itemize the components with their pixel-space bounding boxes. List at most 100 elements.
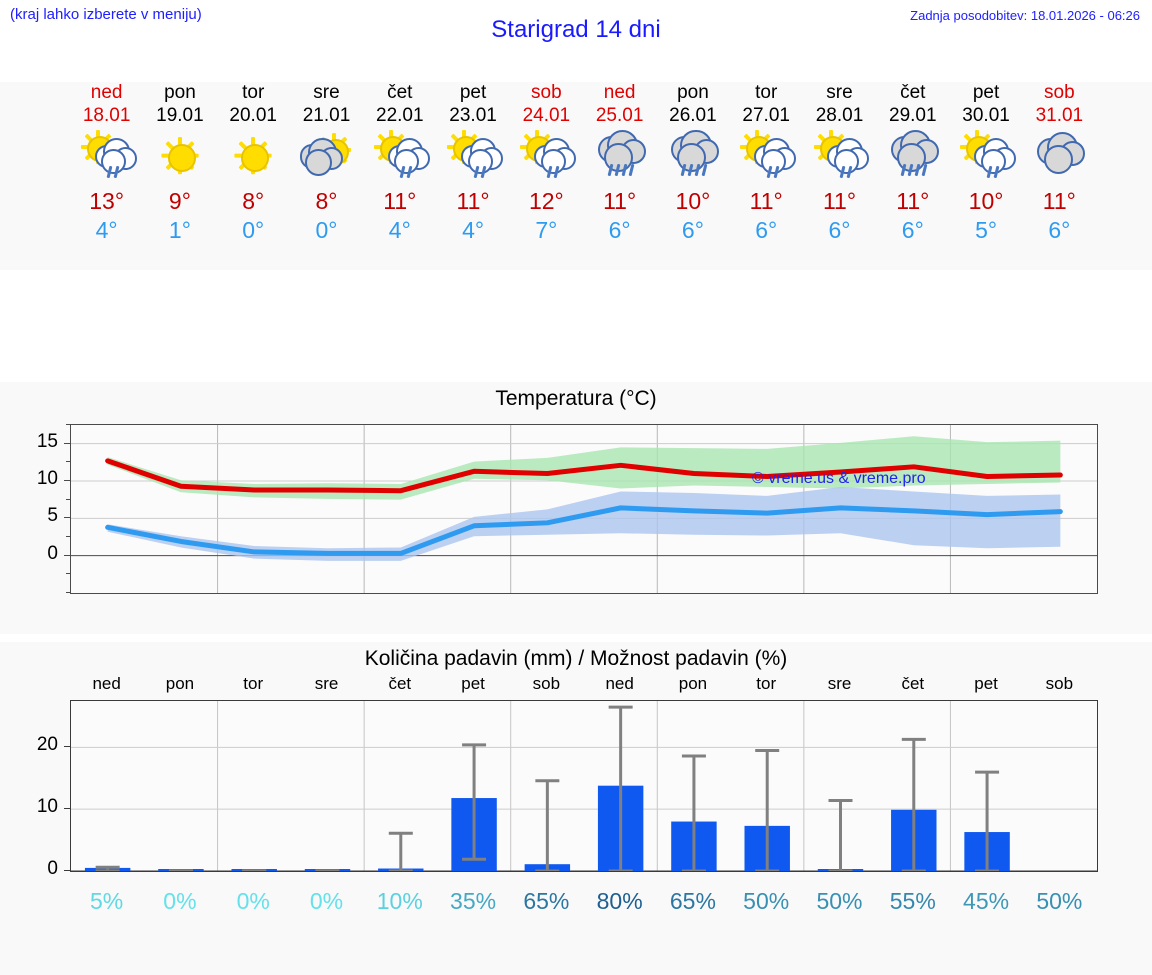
precipitation-probability-label: 0% <box>309 888 344 914</box>
rain-drops-icon <box>654 130 732 186</box>
precipitation-chart-title: Količina padavin (mm) / Možnost padavin … <box>364 647 788 670</box>
day-name: čet <box>900 82 926 103</box>
day-column[interactable]: pon 19.01 9° 1° <box>141 82 219 244</box>
cloud-icon <box>288 130 366 186</box>
day-min-temp: 6° <box>681 217 704 243</box>
day-date: 21.01 <box>302 105 351 126</box>
day-column[interactable]: čet 22.01 11° 4° <box>361 82 439 244</box>
day-max-temp: 11° <box>1042 188 1076 214</box>
day-name: tor <box>242 82 265 103</box>
precipitation-y-tick <box>64 870 70 871</box>
temperature-y-minor-tick <box>66 461 70 463</box>
day-max-temp: 11° <box>896 188 930 214</box>
temperature-y-minor-tick <box>66 573 70 575</box>
cloud-icon <box>654 129 732 186</box>
day-name: tor <box>755 82 778 103</box>
day-column[interactable]: tor 20.01 8° 0° <box>214 82 292 244</box>
day-name: pon <box>677 82 709 103</box>
day-column[interactable]: čet 29.01 11° 6° <box>874 82 952 244</box>
temperature-svg <box>71 425 1097 593</box>
day-column[interactable]: sob 24.01 12° 7° <box>507 82 585 244</box>
day-min-temp: 6° <box>755 217 778 243</box>
rain-drops-icon <box>801 130 879 186</box>
day-name: ned <box>90 82 123 103</box>
page-title: Starigrad 14 dni <box>491 16 661 43</box>
day-column[interactable]: sre 21.01 8° 0° <box>288 82 366 244</box>
day-column[interactable]: pon 26.01 10° 6° <box>654 82 732 244</box>
temperature-y-tick-label: 10 <box>36 468 58 489</box>
precipitation-probability-label: 50% <box>816 888 863 914</box>
day-max-temp: 10° <box>968 188 1004 214</box>
weather-icon-cloud-rain <box>874 129 952 186</box>
temperature-y-minor-tick <box>66 480 70 481</box>
day-date: 25.01 <box>595 105 644 126</box>
precipitation-plot <box>70 700 1098 873</box>
day-name: čet <box>387 82 413 103</box>
day-name: pet <box>972 82 1000 103</box>
day-min-temp: 0° <box>315 217 338 243</box>
day-min-temp: 6° <box>1048 217 1071 243</box>
day-date: 19.01 <box>156 105 204 126</box>
day-column[interactable]: ned 18.01 13° 4° <box>68 82 146 244</box>
precipitation-y-tick <box>64 808 70 810</box>
temperature-y-minor-tick <box>66 592 70 593</box>
day-date: 22.01 <box>376 105 424 126</box>
precipitation-probability-label: 50% <box>743 888 790 914</box>
precipitation-y-tick <box>64 746 70 748</box>
day-column[interactable]: pet 23.01 11° 4° <box>434 82 512 244</box>
precipitation-day-label: sob <box>1045 674 1074 693</box>
day-min-temp: 0° <box>242 217 265 243</box>
weather-icon-sun-cloud <box>288 130 366 186</box>
precipitation-day-label: sre <box>314 674 339 693</box>
precipitation-probability-label: 50% <box>1036 888 1083 914</box>
day-min-temp: 5° <box>975 217 998 243</box>
weather-icon-sun-cloud-rain <box>361 129 439 186</box>
precipitation-y-tick-label: 0 <box>47 858 58 879</box>
temperature-y-minor-tick <box>66 442 70 444</box>
rain-drops-icon <box>361 130 439 186</box>
day-name: sob <box>1044 82 1075 103</box>
day-max-temp: 11° <box>822 188 857 214</box>
rain-drops-icon <box>434 130 512 186</box>
temperature-y-minor-tick <box>66 536 70 537</box>
temperature-plot <box>70 424 1098 594</box>
day-min-temp: 6° <box>901 217 924 243</box>
temperature-chart-title: Temperatura (°C) <box>495 387 657 410</box>
rain-drops-icon <box>727 130 805 186</box>
menu-hint: (kraj lahko izberete v meniju) <box>10 6 202 23</box>
cloud-icon <box>727 130 805 186</box>
weather-icon-sun-cloud-rain <box>947 129 1025 186</box>
day-max-temp: 11° <box>456 188 490 214</box>
day-min-temp: 4° <box>388 217 411 243</box>
precipitation-probability-label: 65% <box>523 888 570 914</box>
day-date: 23.01 <box>449 105 497 126</box>
day-min-temp: 4° <box>462 217 485 243</box>
precipitation-probability-label: 0% <box>236 888 270 914</box>
rain-drops-icon <box>68 130 146 186</box>
precipitation-section: Količina padavin (mm) / Možnost padavin … <box>0 642 1152 975</box>
precipitation-probability-label: 10% <box>376 888 423 914</box>
temperature-section: Temperatura (°C) 0 5 10 15 <box>0 382 1152 634</box>
day-column[interactable]: sob 31.01 11° 6° <box>1020 82 1098 244</box>
day-name: sre <box>826 82 853 103</box>
precipitation-error-bar <box>828 799 853 873</box>
day-date: 30.01 <box>962 105 1010 126</box>
day-max-temp: 11° <box>603 188 637 214</box>
day-column[interactable]: pet 30.01 10° 5° <box>947 82 1025 244</box>
day-column[interactable]: ned 25.01 11° 6° <box>581 82 659 244</box>
day-max-temp: 11° <box>383 188 417 214</box>
precipitation-svg <box>71 701 1097 873</box>
day-max-temp: 8° <box>315 188 338 214</box>
weather-icon-cloud-rain <box>581 129 659 186</box>
precipitation-probability-label: 55% <box>889 888 936 914</box>
precipitation-y-tick-label: 10 <box>36 796 58 818</box>
weather-icon-sun-cloud-rain <box>434 129 512 186</box>
weather-icon-cloud <box>1020 130 1098 186</box>
weather-icon-sun-cloud-rain <box>68 129 146 186</box>
day-column[interactable]: sre 28.01 11° 6° <box>801 82 879 244</box>
rain-drops-icon <box>947 130 1025 186</box>
day-name: sob <box>531 82 562 103</box>
day-min-temp: 4° <box>95 217 118 243</box>
day-column[interactable]: tor 27.01 11° 6° <box>727 82 805 244</box>
precipitation-day-label: sre <box>827 674 852 693</box>
